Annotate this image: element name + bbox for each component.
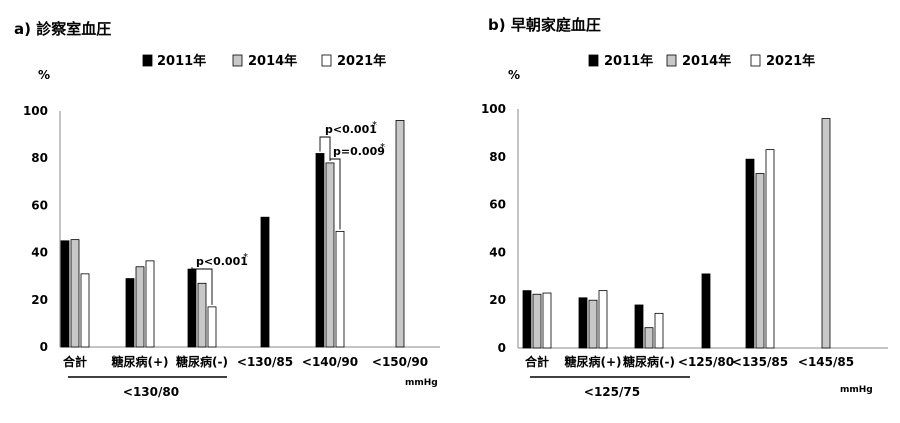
- y-tick-label: 0: [498, 341, 506, 355]
- legend-label: 2021年: [766, 53, 815, 69]
- significance-star: *: [380, 142, 385, 153]
- legend-label: 2014年: [682, 53, 731, 69]
- chart-panel-a: a) 診察室血圧% 2011年 2014年 2021年 0 20 40 60 80 100 合計 糖尿…: [14, 20, 440, 399]
- chart-title: b) 早朝家庭血圧: [488, 16, 601, 34]
- y-tick-label: 100: [481, 102, 506, 116]
- bar: [634, 304, 644, 349]
- legend-label: 2014年: [248, 53, 297, 69]
- x-tick-label: <140/90: [302, 355, 358, 369]
- y-tick-label: 60: [31, 198, 48, 212]
- bar: [135, 266, 145, 348]
- bar: [325, 162, 335, 348]
- x-tick-label: <150/90: [372, 355, 428, 369]
- significance-label: p=0.009: [333, 145, 385, 158]
- bar: [207, 306, 217, 348]
- x-tick-label: 糖尿病(-): [176, 354, 228, 369]
- y-tick-label: 40: [489, 245, 506, 259]
- bar: [125, 278, 135, 348]
- x-tick-label: 糖尿病(-): [623, 354, 675, 369]
- bar: [197, 282, 207, 348]
- legend-label: 2011年: [157, 53, 206, 69]
- x-tick-label: <125/80: [678, 355, 734, 369]
- bar: [395, 120, 405, 348]
- x-tick-label: <130/85: [237, 355, 293, 369]
- legend-swatch: [588, 54, 599, 67]
- bar: [755, 173, 765, 349]
- bar: [644, 327, 654, 349]
- bar: [654, 312, 664, 349]
- bar: [70, 239, 80, 348]
- legend-swatch: [750, 54, 761, 67]
- bar: [522, 290, 532, 349]
- bar: [701, 273, 711, 349]
- significance-bracket: [191, 267, 213, 305]
- y-tick-label: 0: [40, 340, 48, 354]
- legend-swatch: [142, 54, 153, 67]
- bar: [60, 240, 70, 348]
- bar: [765, 149, 775, 349]
- bar: [532, 293, 542, 349]
- y-axis-label: %: [38, 68, 50, 82]
- y-tick-label: 40: [31, 246, 48, 260]
- x-tick-label: 糖尿病(+): [111, 354, 168, 369]
- significance-star: *: [372, 120, 377, 131]
- chart-title: a) 診察室血圧: [14, 20, 111, 38]
- legend-label: 2011年: [604, 53, 653, 69]
- bar: [578, 297, 588, 349]
- legend-swatch: [666, 54, 677, 67]
- y-tick-label: 60: [489, 198, 506, 212]
- legend-label: 2021年: [337, 53, 386, 69]
- unit-label: mmHg: [405, 378, 438, 388]
- bar: [821, 118, 831, 349]
- y-tick-label: 80: [489, 150, 506, 164]
- significance-bracket: [319, 136, 331, 161]
- legend-swatch: [232, 54, 243, 67]
- bar: [588, 299, 598, 349]
- bar: [542, 292, 552, 349]
- bar: [335, 230, 345, 348]
- bar: [187, 268, 197, 348]
- x-tick-label: 糖尿病(+): [564, 354, 621, 369]
- y-tick-label: 20: [31, 293, 48, 307]
- bar: [598, 290, 608, 349]
- chart-panel-b: b) 早朝家庭血圧%2011年 2014年 2021年020406080100合計糖…: [481, 16, 888, 399]
- significance-label: p<0.001: [325, 123, 377, 136]
- y-tick-label: 100: [23, 104, 48, 118]
- bar: [145, 260, 155, 348]
- bar: [260, 216, 270, 348]
- bar: [80, 273, 90, 348]
- group-label: <130/80: [123, 385, 179, 399]
- significance-label: p<0.001: [196, 255, 248, 268]
- bar: [315, 153, 325, 348]
- significance-star: *: [243, 252, 248, 263]
- y-tick-label: 20: [489, 293, 506, 307]
- x-tick-label: 合計: [63, 354, 87, 369]
- x-tick-label: <135/85: [732, 355, 788, 369]
- unit-label: mmHg: [840, 385, 873, 395]
- group-label: <125/75: [584, 385, 640, 399]
- bar: [745, 158, 755, 349]
- x-tick-label: <145/85: [798, 355, 854, 369]
- y-tick-label: 80: [31, 151, 48, 165]
- y-axis-label: %: [508, 68, 520, 82]
- x-tick-label: 合計: [525, 354, 549, 369]
- significance-bracket: [329, 158, 341, 230]
- legend-swatch: [321, 54, 332, 67]
